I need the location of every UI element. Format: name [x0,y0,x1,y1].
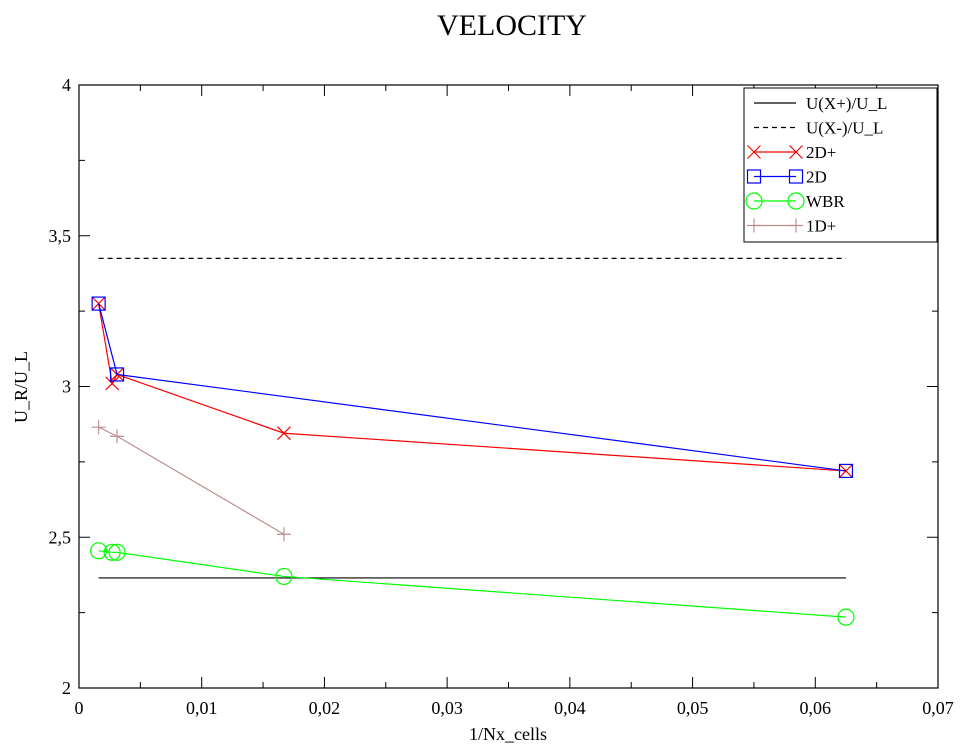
series-2d-point [109,367,125,382]
series-2d-point [277,426,291,441]
series-wbr-point [90,542,108,560]
series-1d-point [276,527,291,542]
series-1d-point [110,429,125,444]
x-axis-label: 1/Nx_cells [469,724,547,744]
legend-1d-marker [747,218,761,233]
series-1d [91,420,291,542]
legend-2d-marker [788,169,804,184]
y-tick-label: 3 [62,377,71,397]
x-tick-label: 0,06 [800,698,832,718]
legend-box [743,87,938,243]
series-2d [91,296,853,478]
legend-u-x-u-l-label: U(X-)/U_L [806,119,883,138]
series-1d-point [91,420,106,435]
legend: U(X+)/U_L U(X-)/U_L 2D+ 2D WBR 1D+ [743,87,938,243]
series-wbr-point [837,608,855,626]
x-tick-label: 0,01 [186,698,218,718]
y-axis-label: U_R/U_L [11,351,31,423]
legend-wbr-marker [745,192,763,210]
y-tick-label: 2 [62,678,71,698]
legend-1d-label: 1D+ [806,217,836,236]
y-tick-label: 3,5 [49,226,72,246]
legend-1d-marker [789,218,803,233]
series-wbr-line [98,550,847,618]
x-tick-label: 0,03 [431,698,463,718]
legend-u-x-u-l-label: U(X+)/U_L [806,94,887,113]
legend-2d-label: 2D+ [806,143,836,162]
x-axis: 0 0,01 0,02 0,03 0,04 0,05 0,06 0,07 [75,85,954,718]
x-tick-label: 0 [75,698,84,718]
x-tick-label: 0,02 [309,698,341,718]
series-2d-point [91,296,106,311]
x-tick-label: 0,05 [677,698,709,718]
x-tick-label: 0,07 [922,698,954,718]
series-wbr-point [108,543,126,561]
series-2d-line [98,303,847,472]
y-axis: 2 2,5 3 3,5 4 [49,75,938,698]
series-layer [90,257,855,626]
legend-2d-marker [747,145,761,159]
series-wbr [90,542,855,626]
legend-wbr-marker [787,192,805,210]
y-tick-label: 4 [62,75,71,95]
series-2d-point [91,296,106,311]
x-tick-label: 0,04 [554,698,586,718]
legend-wbr-label: WBR [806,192,845,211]
legend-2d-label: 2D [806,168,827,187]
chart-title: VELOCITY [437,9,587,42]
y-tick-label: 2,5 [49,527,72,547]
legend-2d-marker [746,169,762,184]
series-2d-point [838,463,854,479]
legend-2d-marker [789,145,803,159]
series-2d-point [105,376,120,391]
series-wbr-point [103,543,121,561]
series-2d [91,296,854,479]
series-1d-line [98,426,285,535]
series-wbr-point [275,567,293,586]
